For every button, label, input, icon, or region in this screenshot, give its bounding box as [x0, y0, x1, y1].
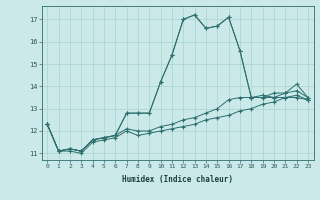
X-axis label: Humidex (Indice chaleur): Humidex (Indice chaleur): [122, 175, 233, 184]
